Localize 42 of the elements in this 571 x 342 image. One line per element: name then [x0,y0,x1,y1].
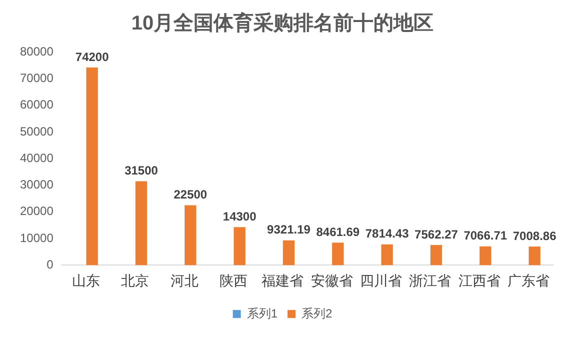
y-tick-label: 80000 [20,44,54,58]
data-label: 31500 [124,164,158,178]
y-tick-label: 40000 [20,150,54,165]
data-label: 8461.69 [316,224,360,239]
x-tick-label: 广东省 [507,272,550,288]
bar [381,244,393,266]
bar [528,246,540,266]
data-label: 9321.19 [267,222,311,237]
x-tick-label: 河北 [170,272,198,288]
bar [430,245,442,266]
bar [480,246,492,266]
y-tick-label: 50000 [20,124,54,138]
data-label: 7562.27 [414,227,458,242]
legend-label: 系列2 [302,306,332,320]
bar [282,240,295,266]
data-label: 14300 [222,209,257,224]
data-label: 22500 [174,188,208,202]
bar [86,67,98,266]
y-tick-label: 70000 [20,70,54,85]
x-tick-label: 浙江省 [409,272,452,288]
bar [234,227,246,266]
bar [332,242,344,266]
y-tick-label: 0 [46,258,54,272]
bar [184,205,196,266]
y-tick-label: 30000 [20,178,54,192]
data-label: 7008.86 [512,228,557,243]
data-label: 74200 [75,50,110,64]
legend-label: 系列1 [246,306,278,320]
y-tick-label: 20000 [20,204,54,218]
data-label: 7814.43 [365,226,410,241]
x-tick-label: 陕西 [219,272,248,288]
x-tick-label: 江西省 [458,272,500,288]
data-label: 7066.71 [464,228,508,243]
y-tick-label: 60000 [20,98,54,112]
x-tick-label: 福建省 [262,272,304,288]
x-tick-label: 北京 [121,272,150,288]
bar [135,181,148,266]
x-tick-label: 四川省 [360,272,402,288]
x-tick-label: 山东 [72,272,100,288]
chart-title: 10月全国体育采购排名前十的地区 [131,12,434,35]
y-tick-label: 10000 [20,230,54,245]
x-tick-label: 安徽省 [310,272,353,288]
